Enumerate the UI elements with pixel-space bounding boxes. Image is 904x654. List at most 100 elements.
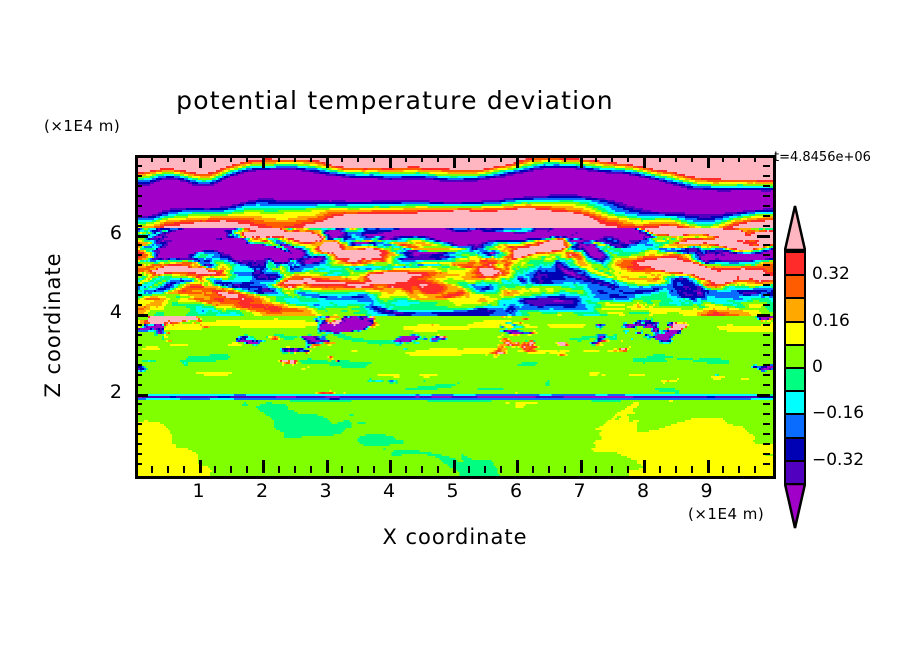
z-minor-tick-right (763, 244, 770, 246)
z-minor-tick (135, 284, 142, 286)
x-major-tick-top (643, 155, 646, 168)
x-minor-tick-top (437, 155, 439, 162)
z-minor-tick (135, 294, 142, 296)
x-minor-tick (230, 466, 232, 473)
x-minor-tick-top (627, 155, 629, 162)
x-minor-tick (548, 466, 550, 473)
z-minor-tick (135, 225, 142, 227)
colorbar-tick-label: 0 (812, 357, 823, 377)
x-minor-tick-top (183, 155, 185, 162)
z-major-tick (135, 394, 148, 397)
colorbar-tick-label: 0.16 (812, 310, 850, 331)
x-minor-tick-top (246, 155, 248, 162)
x-major-tick (516, 460, 519, 473)
z-minor-tick-right (763, 443, 770, 445)
x-minor-tick (278, 466, 280, 473)
x-axis-title: X coordinate (382, 525, 528, 549)
x-minor-tick (373, 466, 375, 473)
x-minor-tick-top (405, 155, 407, 162)
z-minor-tick (135, 215, 142, 217)
colorbar-segment (784, 320, 806, 346)
z-minor-tick (135, 274, 142, 276)
z-minor-tick-right (763, 354, 770, 356)
z-minor-tick-right (763, 175, 770, 177)
x-minor-tick (151, 466, 153, 473)
x-minor-tick-top (468, 155, 470, 162)
page-title: potential temperature deviation (176, 86, 614, 115)
x-minor-tick (484, 466, 486, 473)
x-minor-tick (246, 466, 248, 473)
x-minor-tick-top (357, 155, 359, 162)
x-minor-tick (627, 466, 629, 473)
x-tick-label: 4 (382, 480, 396, 502)
x-major-tick-top (707, 155, 710, 168)
x-minor-tick-top (373, 155, 375, 162)
colorbar[interactable] (781, 205, 807, 529)
colorbar-segment (784, 436, 806, 462)
z-minor-tick (135, 413, 142, 415)
x-minor-tick (183, 466, 185, 473)
x-minor-tick-top (595, 155, 597, 162)
z-minor-tick (135, 374, 142, 376)
y-axis-title: Z coordinate (41, 252, 65, 398)
x-minor-tick (421, 466, 423, 473)
z-minor-tick (135, 443, 142, 445)
z-minor-tick (135, 403, 142, 405)
colorbar-over-arrow-outline (783, 205, 807, 252)
x-minor-tick-top (532, 155, 534, 162)
x-minor-tick-top (738, 155, 740, 162)
x-major-tick (453, 460, 456, 473)
scalar-field-heatmap (138, 158, 773, 476)
x-tick-label: 9 (700, 480, 713, 502)
colorbar-tick-label: 0.32 (812, 264, 850, 285)
x-minor-tick (675, 466, 677, 473)
x-minor-tick (754, 466, 756, 473)
x-major-tick (389, 460, 392, 473)
z-minor-tick (135, 364, 142, 366)
x-minor-tick-top (294, 155, 296, 162)
colorbar-segment (784, 251, 806, 277)
x-minor-tick-top (548, 155, 550, 162)
x-minor-tick-top (659, 155, 661, 162)
colorbar-segment (784, 274, 806, 300)
colorbar-tick-label: −0.32 (812, 449, 865, 470)
x-minor-tick-top (675, 155, 677, 162)
z-minor-tick (135, 185, 142, 187)
x-minor-tick-top (421, 155, 423, 162)
x-minor-tick-top (722, 155, 724, 162)
x-minor-tick (405, 466, 407, 473)
z-minor-tick (135, 423, 142, 425)
x-minor-tick-top (341, 155, 343, 162)
z-minor-tick (135, 175, 142, 177)
x-minor-tick (659, 466, 661, 473)
colorbar-segment (784, 297, 806, 323)
x-minor-tick (310, 466, 312, 473)
x-major-tick (326, 460, 329, 473)
x-major-tick-top (516, 155, 519, 168)
z-minor-tick-right (763, 433, 770, 435)
x-minor-tick-top (500, 155, 502, 162)
x-tick-label: 3 (319, 480, 332, 502)
x-tick-label: 1 (192, 480, 205, 502)
z-minor-tick-right (763, 324, 770, 326)
z-minor-tick-right (763, 165, 770, 167)
z-minor-tick-right (763, 334, 770, 336)
z-minor-tick-right (763, 403, 770, 405)
z-minor-tick-right (763, 453, 770, 455)
contour-plot-area[interactable] (135, 155, 776, 479)
x-minor-tick-top (151, 155, 153, 162)
z-tick-label: 6 (109, 221, 122, 244)
colorbar-segment (784, 367, 806, 393)
z-major-tick (135, 314, 148, 317)
x-minor-tick-top (310, 155, 312, 162)
x-major-tick-top (326, 155, 329, 168)
x-minor-tick (611, 466, 613, 473)
x-minor-tick (294, 466, 296, 473)
z-minor-tick (135, 304, 142, 306)
z-minor-tick-right (763, 254, 770, 256)
z-minor-tick-right (763, 413, 770, 415)
x-minor-tick (738, 466, 740, 473)
x-minor-tick (167, 466, 169, 473)
z-minor-tick-right (763, 225, 770, 227)
